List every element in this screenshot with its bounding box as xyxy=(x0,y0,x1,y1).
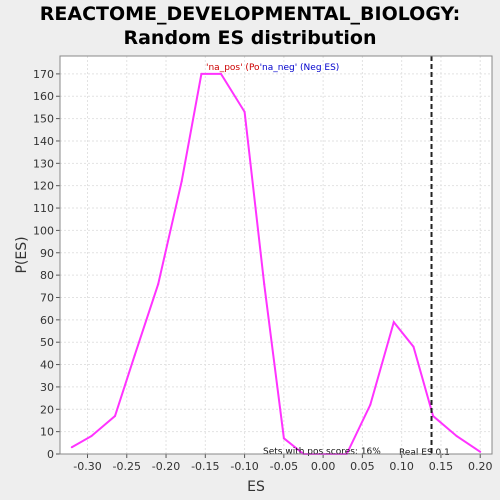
chart-title-line1: REACTOME_DEVELOPMENTAL_BIOLOGY: xyxy=(39,3,461,25)
x-tick-label: 0.15 xyxy=(429,460,454,473)
data-point xyxy=(243,110,246,113)
data-point xyxy=(200,72,203,75)
y-tick-label: 20 xyxy=(40,403,54,416)
legend-neg-label: 'na_neg' (Neg ES) xyxy=(260,63,340,73)
x-tick-label: -0.25 xyxy=(113,460,141,473)
y-tick-label: 70 xyxy=(40,291,54,304)
data-point xyxy=(412,345,415,348)
x-tick-label: -0.20 xyxy=(152,460,180,473)
x-tick-label: -0.15 xyxy=(191,460,219,473)
y-axis-label: P(ES) xyxy=(14,236,30,273)
y-tick-label: 40 xyxy=(40,359,54,372)
series-line xyxy=(71,72,481,455)
data-point xyxy=(113,414,116,417)
data-point xyxy=(432,414,435,417)
plot-border xyxy=(59,55,493,455)
y-tick-label: 110 xyxy=(33,202,54,215)
y-tick-label: 30 xyxy=(40,381,54,394)
x-tick-label: -0.10 xyxy=(230,460,258,473)
y-tick-label: 120 xyxy=(33,180,54,193)
y-tick-label: 150 xyxy=(33,113,54,126)
x-tick-label: -0.05 xyxy=(270,460,298,473)
y-tick-label: 140 xyxy=(33,135,54,148)
data-point xyxy=(369,403,372,406)
data-point xyxy=(479,450,482,453)
y-tick-label: 170 xyxy=(33,68,54,81)
data-point xyxy=(220,72,223,75)
data-point xyxy=(70,446,73,449)
x-tick-label: 0.10 xyxy=(389,460,414,473)
x-axis-label: ES xyxy=(247,479,265,495)
x-tick-label: 0.00 xyxy=(311,460,336,473)
sets-with-pos-scores-note: Sets with pos scores: 16% xyxy=(263,447,381,457)
data-point xyxy=(392,321,395,324)
data-point xyxy=(263,283,266,286)
data-point xyxy=(282,437,285,440)
legend-text: 'na_pos' (Po'na_neg' (Neg ES) xyxy=(206,63,339,73)
y-tick-label: 80 xyxy=(40,269,54,282)
y-tick-label: 50 xyxy=(40,336,54,349)
y-tick-label: 100 xyxy=(33,224,54,237)
real-es-label: Real ES 0.1 xyxy=(399,448,450,458)
data-point xyxy=(455,435,458,438)
y-tick-label: 130 xyxy=(33,157,54,170)
y-tick-label: 90 xyxy=(40,247,54,260)
y-tick-label: 0 xyxy=(47,448,54,461)
x-tick-label: 0.05 xyxy=(350,460,375,473)
y-tick-label: 60 xyxy=(40,314,54,327)
legend-pos-label: 'na_pos' (Po xyxy=(206,63,260,73)
chart-title-line2: Random ES distribution xyxy=(123,27,377,49)
y-tick-label: 10 xyxy=(40,426,54,439)
plot-area xyxy=(60,56,492,454)
data-point xyxy=(157,283,160,286)
data-point xyxy=(133,354,136,357)
x-tick-label: -0.30 xyxy=(73,460,101,473)
data-point xyxy=(180,180,183,183)
data-point xyxy=(90,435,93,438)
x-tick-label: 0.20 xyxy=(468,460,493,473)
y-tick-label: 160 xyxy=(33,90,54,103)
